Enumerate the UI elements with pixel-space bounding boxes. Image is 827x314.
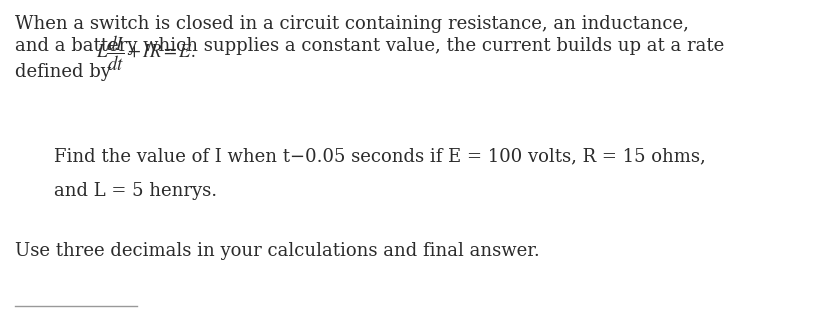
Text: and a battery which supplies a constant value, the current builds up at a rate: and a battery which supplies a constant … [15, 37, 724, 55]
Text: Use three decimals in your calculations and final answer.: Use three decimals in your calculations … [15, 242, 539, 260]
Text: defined by: defined by [15, 63, 117, 81]
Text: Find the value of I when t−0.05 seconds if E = 100 volts, R = 15 ohms,: Find the value of I when t−0.05 seconds … [54, 148, 705, 165]
Text: When a switch is closed in a circuit containing resistance, an inductance,: When a switch is closed in a circuit con… [15, 15, 688, 33]
Text: and L = 5 henrys.: and L = 5 henrys. [54, 182, 217, 200]
Text: $L\dfrac{dI}{dt} + IR = E.$: $L\dfrac{dI}{dt} + IR = E.$ [96, 34, 195, 73]
